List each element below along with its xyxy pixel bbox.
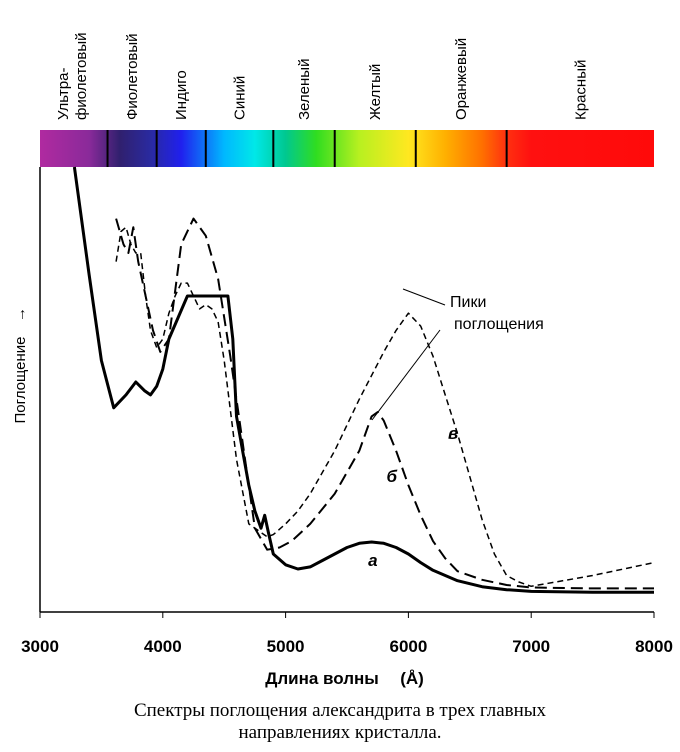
- band-label: Ультра-: [55, 68, 72, 120]
- spectrum-bar: [40, 130, 654, 167]
- peak-pointer-v: [402, 288, 446, 306]
- peak-pointer-b: [371, 329, 441, 421]
- series-line-а: [72, 166, 654, 594]
- band-label: Индиго: [173, 70, 190, 120]
- peaks-annotation-line1: Пики: [450, 294, 486, 311]
- caption-line-1: Спектры поглощения александрита в трех г…: [133, 700, 547, 721]
- series-label-а: а: [368, 551, 377, 570]
- band-label: фиолетовый: [73, 32, 90, 120]
- caption-line-2: направлениях кристалла.: [238, 722, 442, 743]
- series-line-в: [115, 226, 655, 588]
- series-label-б: б: [387, 467, 398, 486]
- band-label: Желтый: [367, 64, 384, 120]
- x-axis-label: Длина волны: [265, 669, 379, 688]
- svg-text:Поглощение: Поглощение: [12, 336, 29, 423]
- x-tick-label: 3000: [21, 637, 59, 656]
- band-label: Красный: [572, 60, 589, 120]
- x-tick-label: 5000: [267, 637, 305, 656]
- x-tick-label: 6000: [389, 637, 427, 656]
- band-label: Синий: [232, 76, 249, 120]
- x-tick-label: 7000: [512, 637, 550, 656]
- band-label: Оранжевый: [453, 38, 470, 120]
- y-axis-label: Поглощение →: [12, 307, 29, 424]
- band-label: Фиолетовый: [124, 33, 141, 120]
- series-label-в: в: [448, 424, 458, 443]
- series-line-б: [115, 217, 654, 590]
- x-tick-label: 4000: [144, 637, 182, 656]
- svg-text:→: →: [12, 307, 29, 322]
- x-tick-label: 8000: [635, 637, 673, 656]
- band-label: Зеленый: [296, 59, 313, 120]
- x-axis-unit: (Å): [400, 669, 424, 688]
- peaks-annotation-line2: поглощения: [454, 316, 544, 333]
